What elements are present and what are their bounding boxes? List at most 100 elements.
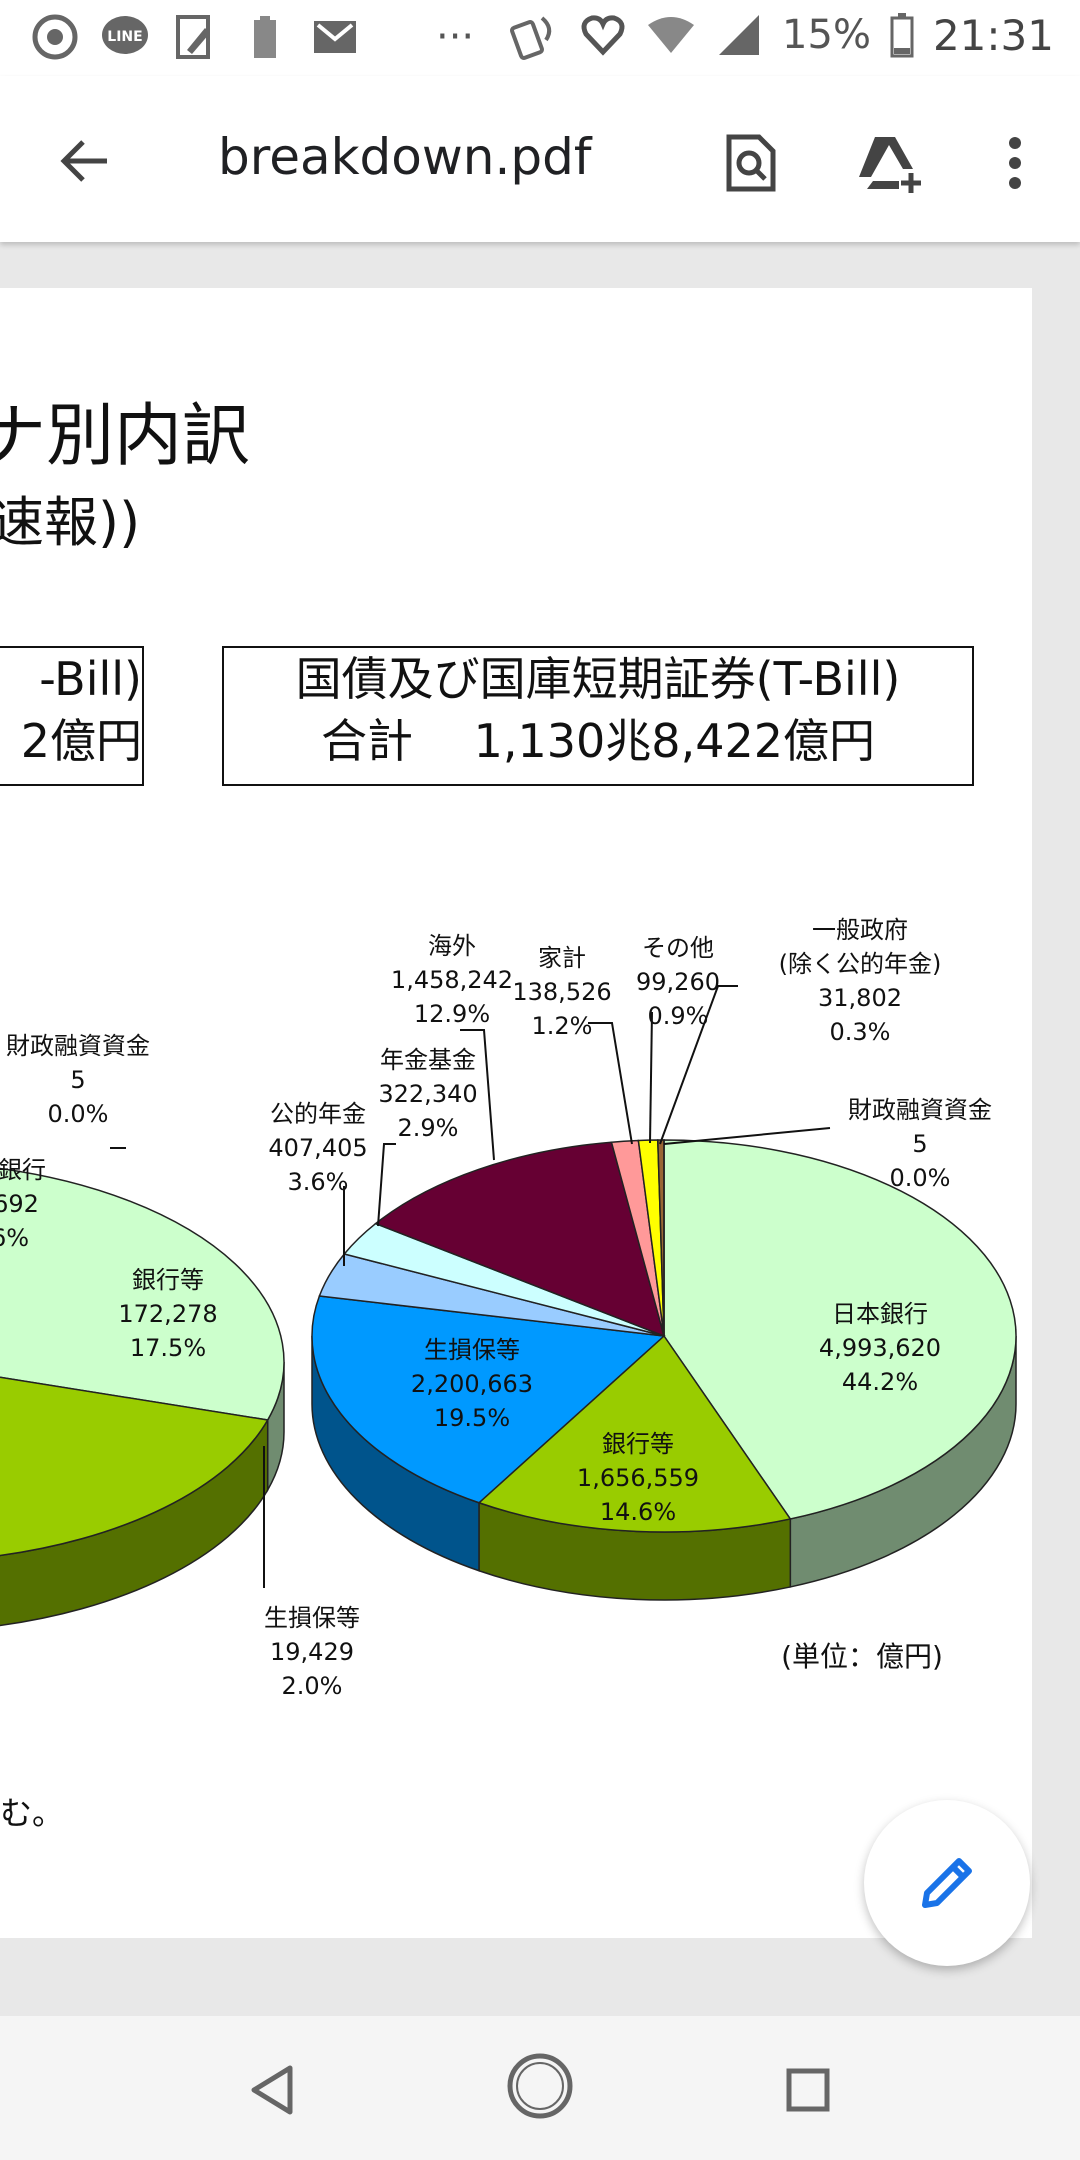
clock: 21:31 xyxy=(932,10,1054,60)
right-pie-slice-2 xyxy=(311,1295,666,1504)
gmail-icon xyxy=(310,12,360,62)
total-box-left-line1: -Bill) xyxy=(39,652,142,706)
back-button[interactable] xyxy=(40,116,130,206)
leader-ippan xyxy=(659,985,738,1145)
more-vert-icon xyxy=(1009,137,1021,189)
system-nav-bar xyxy=(0,2016,1080,2160)
label-nenkin-value: 322,340 xyxy=(378,1080,477,1108)
chrome-icon xyxy=(30,12,80,62)
leader-nenkin xyxy=(377,1143,396,1227)
status-bar: LINE ··· 15% 21:31 xyxy=(0,0,1080,76)
svg-text:LINE: LINE xyxy=(107,29,142,45)
leader-sonota xyxy=(649,1011,653,1144)
label-nichigin-value: 4,993,620 xyxy=(819,1334,941,1362)
label-nenkin-percent: 2.9% xyxy=(398,1114,459,1142)
label-koteki-name: 公的年金 xyxy=(270,1100,366,1128)
right-pie-slice-5 xyxy=(374,1141,666,1338)
label-ippan-name: 一般政府 xyxy=(812,916,908,944)
app-bar: breakdown.pdf xyxy=(0,76,1080,242)
battery-saver-icon xyxy=(240,12,290,62)
add-to-drive-button[interactable] xyxy=(843,118,933,208)
label-sonota-name: その他 xyxy=(642,934,714,962)
label-l-ginko-frag-percent: 6% xyxy=(0,1224,29,1252)
label-l-zaisei-name: 財政融資資金 xyxy=(6,1032,150,1060)
label-l-seison-value: 19,429 xyxy=(270,1638,354,1666)
page-heading: ナ別内訳 xyxy=(0,380,250,479)
label-ippan-value: 31,802 xyxy=(818,984,902,1012)
leader-zaisei xyxy=(663,1127,831,1145)
label-seison-name: 生損保等 xyxy=(424,1336,520,1364)
leader-kaigai xyxy=(460,1029,495,1161)
find-in-page-icon xyxy=(726,134,776,192)
total-box-right-line2: 合計 1,130兆8,422億円 xyxy=(321,714,875,768)
leader-kakei xyxy=(588,1022,633,1145)
label-nenkin-name: 年金基金 xyxy=(380,1046,476,1074)
right-pie-slice-1 xyxy=(477,1334,792,1533)
pdf-page[interactable]: ナ別内訳 速報)) -Bill) 2億円 国債及び国庫短期証券(T-Bill) … xyxy=(0,288,1032,1938)
pie-charts: 海外 1,458,242 12.9% 家計 138,526 1.2% その他 9… xyxy=(0,916,1017,1700)
add-to-drive-icon xyxy=(859,137,921,193)
edit-fab-button[interactable] xyxy=(864,1800,1030,1966)
label-l-ginko-name: 銀行等 xyxy=(132,1266,204,1294)
nav-home-button[interactable] xyxy=(500,2046,580,2126)
signal-icon xyxy=(714,10,764,60)
status-icons-right: 15% 21:31 xyxy=(510,10,1054,60)
label-zaisei-name: 財政融資資金 xyxy=(848,1096,992,1124)
line-icon: LINE xyxy=(100,12,150,62)
heart-health-icon xyxy=(578,10,628,60)
label-kaigai-percent: 12.9% xyxy=(414,1000,490,1028)
label-kakei-percent: 1.2% xyxy=(532,1012,593,1040)
page-subheading: 速報)) xyxy=(0,491,141,554)
right-pie-chart xyxy=(311,1139,1017,1601)
nfc-icon xyxy=(510,10,560,60)
total-box-left: -Bill) 2億円 xyxy=(0,646,144,786)
more-options-button[interactable] xyxy=(980,118,1050,208)
status-icons-left: LINE ··· xyxy=(30,12,474,62)
label-zaisei-value: 5 xyxy=(912,1130,927,1158)
nav-recents-icon xyxy=(786,2068,830,2112)
label-koteki-percent: 3.6% xyxy=(288,1168,349,1196)
nav-back-icon xyxy=(251,2065,293,2115)
heading-text: 別内訳 xyxy=(46,397,251,476)
label-l-zaisei-percent: 0.0% xyxy=(48,1100,109,1128)
left-pie-chart xyxy=(0,1167,285,1627)
label-nichigin-percent: 44.2% xyxy=(842,1368,918,1396)
more-notifications-icon: ··· xyxy=(436,14,475,60)
label-ippan-sub: (除く公的年金) xyxy=(779,950,942,978)
label-l-seison-percent: 2.0% xyxy=(282,1672,343,1700)
nav-home-icon xyxy=(507,2053,573,2119)
label-seison-percent: 19.5% xyxy=(434,1404,510,1432)
footnote: む。 xyxy=(0,1794,65,1832)
label-ginko-percent: 14.6% xyxy=(600,1498,676,1526)
label-l-ginko-frag-value: 692 xyxy=(0,1190,39,1218)
arrow-back-icon xyxy=(60,140,107,182)
total-box-left-line2: 2億円 xyxy=(20,714,142,768)
nav-recents-button[interactable] xyxy=(768,2050,848,2130)
label-l-seison-name: 生損保等 xyxy=(264,1604,360,1632)
right-pie-slice-0 xyxy=(663,1139,1017,1520)
label-l-zaisei-value: 5 xyxy=(70,1066,85,1094)
find-in-document-button[interactable] xyxy=(706,118,796,208)
label-nichigin-name: 日本銀行 xyxy=(832,1300,928,1328)
edit-notification-icon xyxy=(170,12,220,62)
label-ippan-percent: 0.3% xyxy=(830,1018,891,1046)
unit-label: (単位：億円) xyxy=(781,1640,943,1673)
right-pie-labels: 海外 1,458,242 12.9% 家計 138,526 1.2% その他 9… xyxy=(268,916,992,1526)
wifi-icon xyxy=(646,10,696,60)
left-pie-slice-1 xyxy=(0,1167,285,1421)
nav-back-button[interactable] xyxy=(232,2050,312,2130)
label-l-ginko-percent: 17.5% xyxy=(130,1334,206,1362)
total-box-right: 国債及び国庫短期証券(T-Bill) 合計 1,130兆8,422億円 xyxy=(222,646,974,786)
total-box-right-line1: 国債及び国庫短期証券(T-Bill) xyxy=(295,652,901,706)
heading-fragment: ナ xyxy=(0,397,47,476)
label-kaigai-name: 海外 xyxy=(428,932,476,960)
left-pie-slice-2 xyxy=(0,1376,269,1557)
document-title: breakdown.pdf xyxy=(218,128,592,186)
label-ginko-name: 銀行等 xyxy=(602,1430,674,1458)
left-pie-labels: 財政融資資金 5 0.0% 銀行 692 6% 銀行等 172,278 17.5… xyxy=(0,1032,360,1700)
label-seison-value: 2,200,663 xyxy=(411,1370,533,1398)
label-zaisei-percent: 0.0% xyxy=(890,1164,951,1192)
battery-icon xyxy=(889,10,915,60)
label-ginko-value: 1,656,559 xyxy=(577,1464,699,1492)
label-kakei-name: 家計 xyxy=(538,944,586,972)
